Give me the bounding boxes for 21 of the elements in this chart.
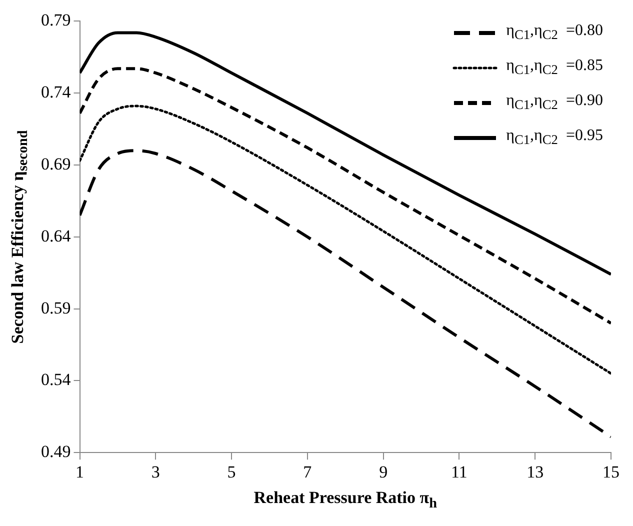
x-tick-label: 3 — [151, 462, 160, 482]
legend-label: η$_{C1}$,η$_{C2}$ =0.95 — [506, 127, 603, 148]
x-tick-label: 7 — [303, 462, 312, 482]
x-tick-label: 9 — [379, 462, 388, 482]
x-tick-label: 13 — [526, 462, 544, 482]
line-series — [80, 149, 611, 438]
y-tick-label: 0.49 — [41, 442, 71, 462]
legend-label: η$_{C1}$,η$_{C2}$ =0.90 — [506, 92, 603, 114]
y-tick-label: 0.79 — [41, 10, 71, 30]
y-tick-label: 0.69 — [41, 154, 71, 174]
x-tick-label: 5 — [227, 462, 236, 482]
x-tick-label: 1 — [76, 462, 84, 482]
legend-label: η$_{C1}$,η$_{C2}$ =0.80 — [506, 22, 603, 44]
x-axis-title: Reheat Pressure Ratio π$_{h}$ — [252, 488, 438, 512]
x-tick-label: 11 — [451, 462, 468, 482]
y-tick-label: 0.54 — [41, 370, 72, 390]
y-tick-label: 0.64 — [41, 226, 72, 246]
y-tick-label: 0.59 — [41, 298, 71, 318]
y-tick-label: 0.74 — [41, 82, 72, 102]
x-tick-label: 15 — [602, 462, 620, 482]
legend-label: η$_{C1}$,η$_{C2}$ =0.85 — [506, 57, 603, 78]
